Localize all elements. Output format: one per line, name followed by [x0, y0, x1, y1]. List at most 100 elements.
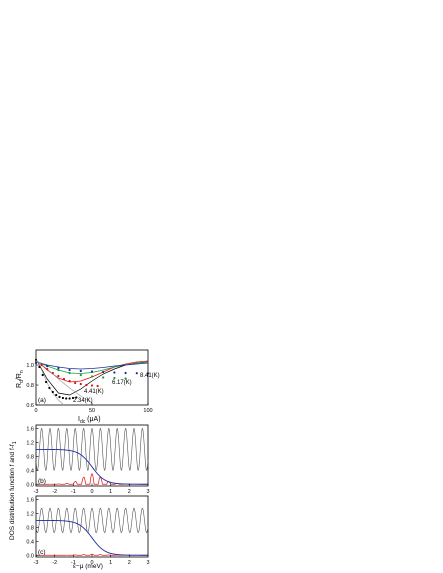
- data-point-6.17(K): [90, 375, 94, 378]
- panel-b-ytick-label: 1.6: [26, 426, 34, 432]
- panel-b-product-curve: [36, 473, 148, 485]
- data-point-8.41(K): [90, 370, 94, 373]
- data-point-6.17(K): [68, 371, 71, 375]
- panel-a-xlabel: Idc (μA): [78, 416, 101, 425]
- data-point-6.17(K): [57, 368, 60, 372]
- panel-b-xtick-label: 0: [90, 489, 93, 495]
- data-point-4.41(K): [85, 383, 88, 387]
- panel-a-ytick-label: 0.6: [26, 403, 34, 409]
- data-point-8.41(K): [135, 372, 138, 375]
- data-point-8.41(K): [46, 364, 49, 368]
- panel-c-ytick-label: 1.6: [26, 497, 34, 503]
- panel-c-xtick-label: 3: [146, 560, 149, 566]
- data-point-2.34(K): [58, 395, 61, 399]
- data-point-2.34(K): [51, 390, 54, 394]
- panel-c-xtick-label: 1: [109, 560, 112, 566]
- data-point-2.34(K): [55, 393, 58, 397]
- panel-a-ylabel: Rd/Rn: [16, 370, 25, 388]
- shared-ylabel: DOS distribution function f and f-f1: [9, 441, 18, 540]
- panel-a-data-series: [34, 358, 150, 400]
- panel-a-ticks: 0 50 100 0.6 0.8 1.0: [26, 363, 152, 414]
- annotation-6.17K: 6.17(K): [112, 380, 132, 386]
- annotation-4.41K: 4.41(K): [84, 389, 104, 395]
- panel-b-label: (b): [38, 478, 46, 485]
- panel-b-fermi-curve: [36, 448, 148, 485]
- data-point-6.17(K): [102, 376, 105, 379]
- panel-b-xtick-label: 3: [146, 489, 149, 495]
- panel-c-xlabel: ε−μ (meV): [73, 563, 103, 570]
- panel-c-xtick-label: -2: [52, 560, 57, 566]
- panel-b-xtick-label: -2: [52, 489, 57, 495]
- panel-b-frame: [35, 424, 149, 487]
- data-point-8.41(K): [79, 369, 82, 373]
- data-point-2.34(K): [38, 365, 41, 369]
- panel-c-ytick-label: 1.2: [26, 511, 34, 517]
- fit-curve-3: [35, 361, 149, 370]
- data-point-4.41(K): [51, 371, 54, 375]
- data-point-2.34(K): [68, 397, 71, 400]
- panel-a-ytick-label: 0.8: [26, 383, 34, 389]
- data-point-2.34(K): [75, 396, 78, 399]
- data-point-8.41(K): [113, 371, 116, 374]
- panel-b-curves: [35, 428, 149, 485]
- data-point-2.34(K): [45, 380, 48, 384]
- panel-c-xtick-label: -3: [34, 560, 39, 566]
- panel-b-xtick-label: 1: [109, 489, 112, 495]
- panel-c-dos-curve: [35, 507, 149, 533]
- panel-b-xtick-label: 2: [128, 489, 131, 495]
- panel-b-ytick-label: 0.4: [26, 468, 34, 474]
- data-point-8.41(K): [124, 371, 127, 375]
- data-point-4.41(K): [79, 382, 82, 386]
- data-point-4.41(K): [57, 374, 60, 378]
- data-point-4.41(K): [40, 363, 43, 367]
- data-point-6.17(K): [124, 377, 127, 380]
- panel-c-ytick-label: 0.8: [26, 525, 34, 531]
- panel-c-label: (c): [38, 549, 46, 556]
- data-point-6.17(K): [113, 376, 116, 380]
- panel-c: -3 -2 -1 0 1 2 3 0.0 0.4 0.8 1.2 1.6 (c) ε−μ (meV): [26, 495, 150, 570]
- panel-c-xtick-label: 2: [128, 560, 131, 566]
- panel-a-fit-curves: [35, 358, 149, 406]
- panel-c-curves: [35, 507, 149, 556]
- panel-b-ticks: -3 -2 -1 0 1 2 3 0.0 0.4 0.8 1.2 1.6: [26, 426, 149, 495]
- data-point-4.41(K): [62, 377, 66, 381]
- data-point-2.34(K): [48, 386, 51, 390]
- data-point-4.41(K): [46, 367, 49, 371]
- fit-curve-5: [35, 359, 93, 404]
- data-point-6.17(K): [79, 373, 82, 377]
- data-point-2.34(K): [65, 397, 68, 400]
- annotation-8.41K: 8.41(K): [140, 373, 160, 379]
- panel-a-ytick-label: 1.0: [26, 363, 34, 369]
- panel-a-label: (a): [38, 397, 46, 404]
- panel-b-xtick-label: -1: [71, 489, 76, 495]
- data-point-8.41(K): [102, 370, 105, 374]
- data-point-4.41(K): [74, 381, 77, 385]
- data-point-4.41(K): [90, 384, 94, 387]
- data-point-4.41(K): [68, 379, 71, 383]
- panel-a-xtick-label: 0: [34, 408, 37, 414]
- panel-c-ticks: -3 -2 -1 0 1 2 3 0.0 0.4 0.8 1.2 1.6: [26, 497, 149, 566]
- data-point-8.41(K): [146, 372, 150, 375]
- panel-c-ytick-label: 0.0: [26, 553, 34, 559]
- panel-a-xtick-label: 50: [89, 408, 95, 414]
- panel-b-xtick-label: -3: [34, 489, 39, 495]
- panel-c-xtick-label: 0: [90, 560, 93, 566]
- data-point-2.34(K): [41, 373, 44, 377]
- data-point-8.41(K): [34, 361, 38, 365]
- data-point-8.41(K): [68, 368, 71, 372]
- data-point-2.34(K): [61, 396, 64, 400]
- data-point-4.41(K): [96, 384, 99, 388]
- data-point-8.41(K): [57, 366, 60, 370]
- panel-b: -3 -2 -1 0 1 2 3 0.0 0.4 0.8 1.2 1.6 (b): [26, 424, 150, 495]
- data-point-2.34(K): [71, 396, 75, 400]
- panel-b-ytick-label: 0.0: [26, 482, 34, 488]
- panel-a-xtick-label: 100: [143, 408, 152, 414]
- panel-b-ytick-label: 1.2: [26, 440, 34, 446]
- panel-b-ytick-label: 0.8: [26, 454, 34, 460]
- panel-c-xtick-label: -1: [71, 560, 76, 566]
- annotation-2.34K: 2.34(K): [73, 398, 93, 404]
- panel-b-dos-curve: [35, 428, 149, 471]
- panel-c-ytick-label: 0.4: [26, 539, 34, 545]
